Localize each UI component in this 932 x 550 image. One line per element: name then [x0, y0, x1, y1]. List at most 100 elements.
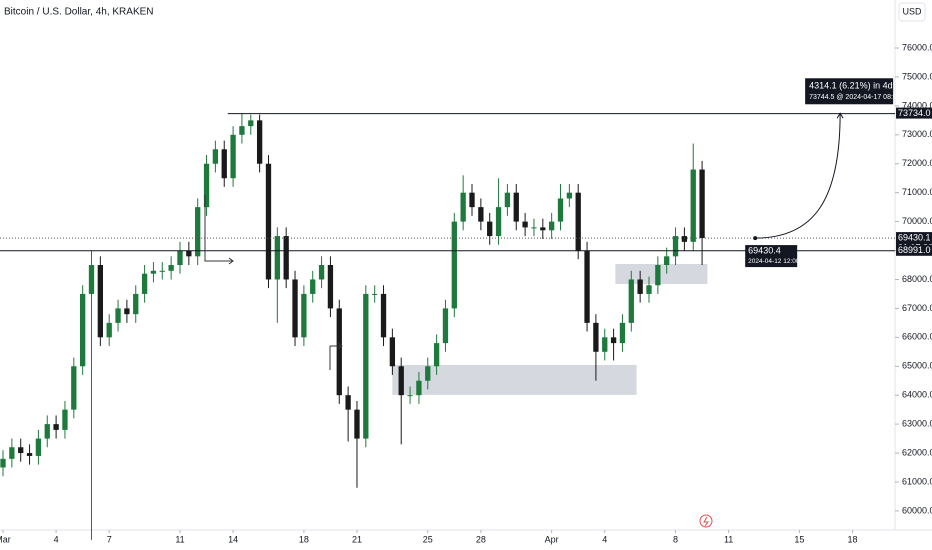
- candle-body: [177, 250, 183, 265]
- candle-body: [35, 438, 42, 456]
- candle-body: [602, 337, 608, 352]
- y-tick-label: 60000.0: [902, 505, 932, 515]
- x-tick-label: 11: [724, 534, 733, 544]
- candle-body: [133, 293, 139, 315]
- measure-box: [805, 78, 894, 105]
- measure-arrow: [836, 112, 844, 119]
- candle-body: [425, 366, 431, 381]
- candle-body: [62, 409, 68, 430]
- candle-body: [97, 265, 104, 338]
- candle-body: [584, 250, 590, 323]
- x-tick-label: 4: [54, 534, 59, 544]
- x-tick-label: 7: [107, 534, 112, 544]
- currency-button[interactable]: [898, 2, 926, 22]
- y-tick-label: 72000.0: [902, 158, 932, 168]
- x-tick-label: 14: [228, 534, 238, 544]
- measure-detail: 73744.5 @ 2024-04-17 08:00: [809, 94, 901, 101]
- candle-body: [469, 192, 475, 208]
- y-tick-label: 75000.0: [902, 71, 932, 81]
- candle-body: [230, 134, 236, 179]
- candle-body: [195, 207, 201, 257]
- candle-body: [318, 265, 325, 280]
- candle-body: [239, 126, 245, 135]
- candle-body: [531, 227, 537, 229]
- start-price: 69430.4: [748, 245, 781, 255]
- candle-body: [301, 293, 307, 338]
- candle-body: [664, 256, 670, 265]
- plot: [0, 47, 899, 540]
- candle-body: [336, 308, 342, 396]
- candle-body: [478, 207, 484, 222]
- candle-body: [504, 192, 511, 208]
- candle-body: [354, 409, 360, 439]
- y-tick-label: 65000.0: [902, 361, 932, 371]
- y-tick-label: 68000.0: [902, 274, 932, 284]
- price-tag: [896, 244, 932, 256]
- candle-body: [79, 293, 86, 367]
- x-tick-label: 28: [476, 534, 486, 544]
- candle-body: [203, 163, 210, 208]
- candle-body: [540, 227, 546, 231]
- candle-body: [18, 447, 24, 454]
- x-tick-label: 21: [352, 534, 362, 544]
- candle-body: [487, 221, 493, 237]
- arrow-marker: [329, 342, 343, 370]
- y-tick-label: 73000.0: [902, 129, 932, 139]
- currency-label: USD: [902, 6, 922, 16]
- candle-body: [416, 380, 422, 396]
- candle-body: [292, 279, 298, 338]
- chart-title: Bitcoin / U.S. Dollar, 4h, KRAKEN: [4, 7, 154, 18]
- candle-body: [513, 192, 519, 222]
- price-tag-label: 68991.0: [898, 245, 931, 255]
- x-tick-label: 25: [423, 534, 433, 544]
- candle-body: [248, 120, 254, 127]
- candle-body: [646, 285, 652, 294]
- y-tick-label: 63000.0: [902, 418, 932, 428]
- x-tick-label: Apr: [545, 534, 559, 544]
- candle-body: [619, 322, 626, 344]
- arrow-marker: [204, 195, 234, 265]
- price-tag: [896, 107, 932, 119]
- start-tooltip: [745, 245, 798, 268]
- candle-body: [310, 279, 316, 294]
- y-tick-label: 62000.0: [902, 447, 932, 457]
- y-tick-label: 64000.0: [902, 390, 932, 400]
- candle-body: [150, 270, 157, 274]
- y-tick-label: 70000.0: [902, 216, 932, 226]
- candle-body: [460, 192, 466, 222]
- candle-body: [389, 337, 396, 367]
- candle-body: [283, 236, 289, 280]
- candle-body: [628, 279, 634, 323]
- candle-body: [26, 453, 33, 456]
- y-tick-label: 76000.0: [902, 42, 932, 52]
- candle-body: [610, 337, 617, 344]
- measure-curve: [755, 113, 841, 239]
- candle-body: [442, 308, 449, 344]
- candle-body: [451, 221, 457, 309]
- start-date: 2024-04-12 12:00: [748, 258, 800, 265]
- candle-body: [9, 447, 15, 459]
- price-tag-label: 73734.0: [898, 108, 931, 118]
- candle-body: [124, 308, 130, 315]
- candle-body: [265, 163, 272, 280]
- candle-body: [186, 250, 192, 257]
- event-icon[interactable]: [699, 514, 713, 528]
- zone: [615, 263, 708, 284]
- candle-body: [0, 458, 6, 468]
- candle-body: [221, 149, 227, 179]
- candle-body: [593, 322, 599, 352]
- y-tick-label: 61000.0: [902, 476, 932, 486]
- y-tick-label: 67000.0: [902, 303, 932, 313]
- candle-body: [274, 236, 280, 280]
- candle-body: [44, 424, 50, 439]
- candle-body: [575, 192, 581, 251]
- candle-body: [407, 395, 413, 397]
- candle-body: [548, 221, 555, 231]
- measure-start: [753, 236, 758, 241]
- x-tick-label: Mar: [0, 534, 11, 544]
- candle-body: [522, 221, 528, 228]
- candle-body: [106, 322, 112, 338]
- x-tick-label: 15: [794, 534, 804, 544]
- candle-body: [141, 273, 148, 294]
- candle-body: [53, 424, 59, 430]
